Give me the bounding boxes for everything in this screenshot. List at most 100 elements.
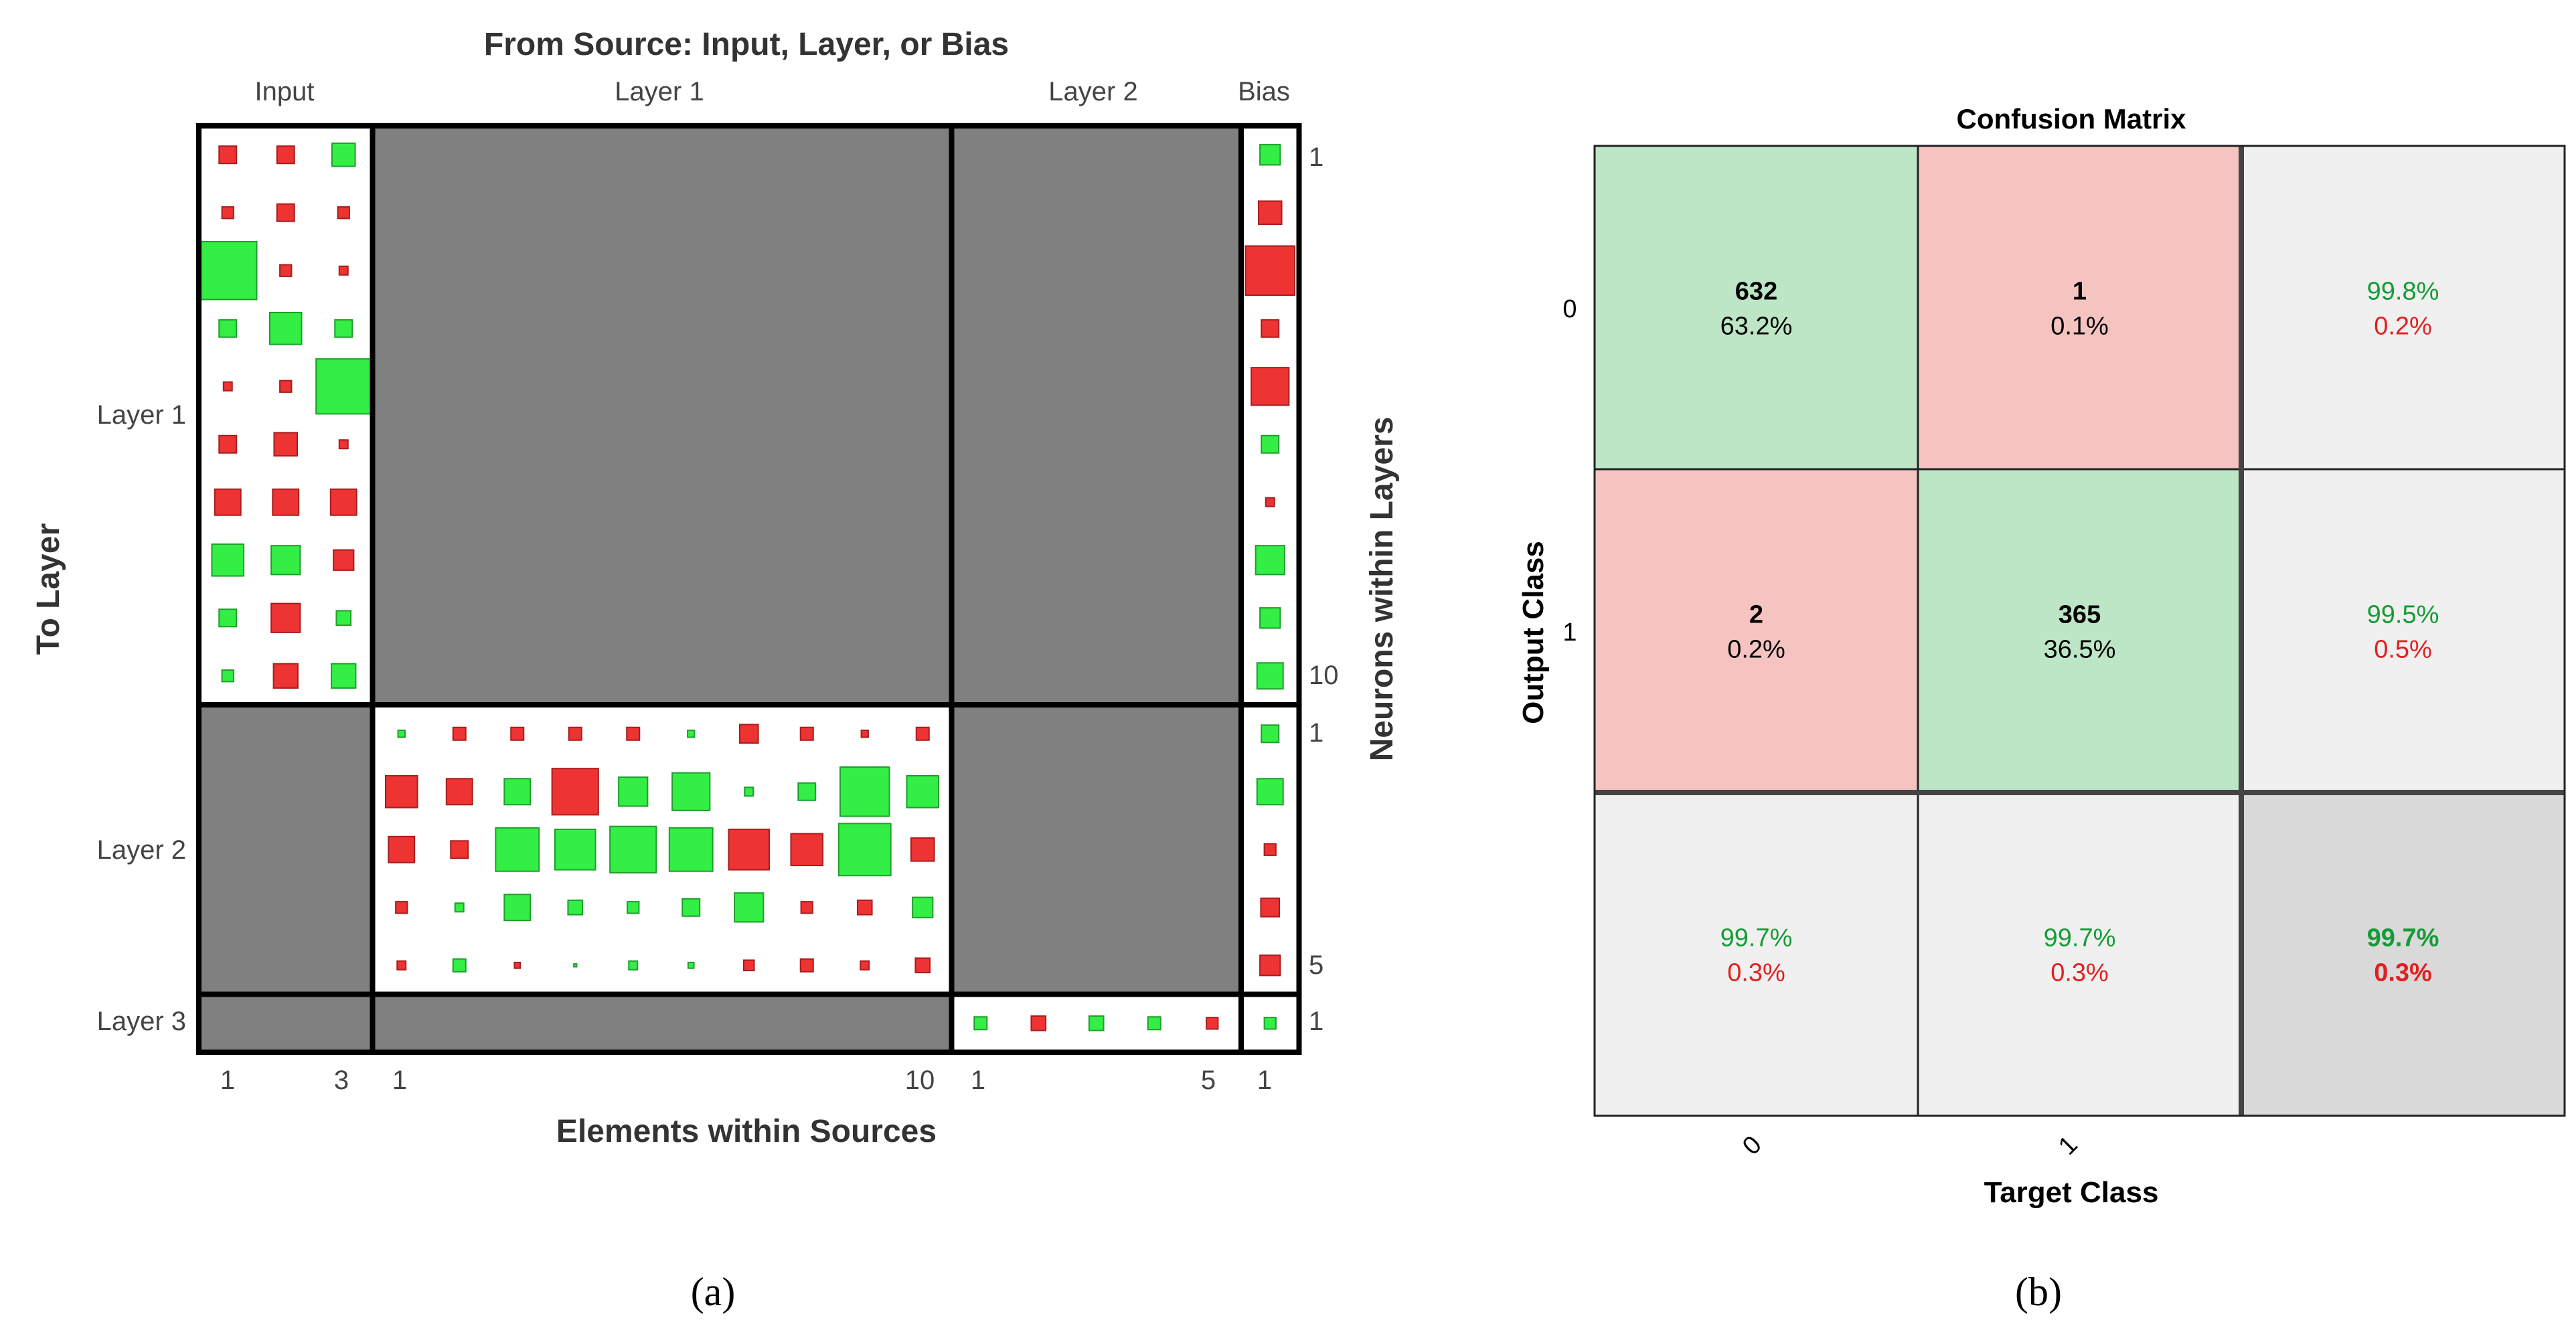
hinton-weight-layer2-bias-4-1: [1260, 897, 1281, 918]
hinton-weight-layer2-layer1-5-7: [742, 959, 755, 972]
source-label-bias: Bias: [1238, 77, 1290, 106]
hinton-weight-layer2-layer1-3-9: [837, 823, 892, 877]
cm-cell-0-1: [1918, 146, 2241, 469]
cm-bad-2-1: 0.3%: [2050, 959, 2109, 987]
hinton-weight-layer1-input-4-3: [334, 319, 353, 338]
hinton-weight-layer1-input-7-2: [272, 488, 300, 516]
cm-count-0-1: 1: [2073, 278, 2087, 306]
hinton-weight-layer2-layer1-3-2: [450, 840, 469, 859]
hinton-weight-layer2-layer1-2-1: [384, 774, 418, 809]
hinton-weight-layer1-input-3-3: [338, 265, 349, 276]
hinton-weight-layer2-layer1-4-6: [681, 898, 701, 917]
hinton-weight-layer1-bias-8-1: [1255, 545, 1285, 576]
hinton-weight-layer2-layer1-1-5: [626, 726, 641, 741]
hinton-weight-layer1-input-7-1: [214, 488, 242, 516]
hinton-weight-layer2-layer1-1-2: [452, 726, 467, 741]
hinton-weight-layer1-bias-2-1: [1257, 200, 1283, 226]
hinton-x-label: Elements within Sources: [556, 1114, 937, 1149]
cm-bad-0-2: 0.2%: [2374, 313, 2432, 341]
hinton-weight-layer1-input-10-1: [221, 669, 234, 683]
hinton-weight-layer1-input-6-3: [338, 439, 349, 450]
hinton-weight-layer2-layer1-5-2: [452, 958, 467, 973]
hinton-weight-layer2-layer1-3-10: [910, 837, 935, 862]
hinton-weight-layer2-layer1-2-7: [744, 786, 754, 797]
source-label-layer1: Layer 1: [615, 77, 704, 106]
hinton-y-label: To Layer: [31, 523, 66, 655]
block-layer2-input: [199, 705, 373, 995]
neuron-tick-layer3: 1: [1309, 1007, 1323, 1036]
cm-cell-2-2: [2241, 793, 2565, 1116]
hinton-weight-layer2-layer1-4-2: [454, 902, 465, 913]
cm-cell-2-1: [1918, 793, 2241, 1116]
neuron-tick-layer1-first: 1: [1309, 143, 1323, 172]
hinton-weight-layer2-bias-2-1: [1256, 778, 1284, 806]
hinton-weight-layer3-layer2-1-2: [1030, 1015, 1047, 1031]
source-tick-layer1-first: 1: [392, 1066, 407, 1095]
hinton-weight-layer1-input-10-2: [272, 663, 299, 689]
source-tick-layer1-last: 10: [905, 1066, 935, 1095]
hinton-weight-layer2-layer1-4-8: [800, 901, 813, 914]
hinton-weight-layer1-input-9-1: [218, 608, 238, 628]
cm-cell-1-0: [1595, 469, 1918, 793]
cm-percent-1-1: 36.5%: [2044, 636, 2116, 664]
source-label-input: Input: [255, 77, 315, 106]
cm-percent-1-0: 0.2%: [1727, 636, 1785, 664]
hinton-weight-layer2-layer1-2-4: [551, 768, 599, 816]
hinton-weight-layer2-layer1-1-1: [397, 730, 406, 738]
hinton-weight-layer1-input-5-3: [315, 358, 372, 415]
hinton-weight-layer3-layer2-1-1: [973, 1016, 988, 1031]
hinton-weight-layer1-input-4-2: [268, 311, 303, 345]
hinton-weight-layer2-layer1-4-1: [395, 901, 408, 914]
hinton-weight-layer3-layer2-1-4: [1147, 1016, 1161, 1031]
source-tick-bias: 1: [1257, 1066, 1272, 1095]
hinton-weight-layer2-layer1-4-5: [627, 901, 640, 914]
hinton-weight-layer1-input-2-1: [221, 206, 234, 220]
cm-good-2-2: 99.7%: [2367, 924, 2439, 952]
hinton-weight-layer2-layer1-2-9: [839, 766, 890, 817]
hinton-weight-layer1-input-1-2: [276, 145, 295, 165]
layer-label-1: Layer 1: [97, 400, 186, 430]
cm-y-label: Output Class: [1517, 541, 1550, 724]
hinton-weight-layer1-input-9-3: [335, 610, 352, 627]
hinton-weight-layer1-input-5-1: [222, 381, 233, 392]
source-label-layer2: Layer 2: [1048, 77, 1137, 106]
hinton-weight-layer2-layer1-5-5: [628, 960, 639, 971]
cm-row-tick-0: 0: [1562, 295, 1577, 323]
cm-cell-0-2: [2241, 146, 2565, 469]
hinton-weight-layer2-layer1-2-5: [618, 776, 649, 807]
layer-label-2: Layer 2: [97, 835, 186, 865]
hinton-weight-layer2-layer1-5-8: [799, 958, 814, 973]
cm-bad-2-2: 0.3%: [2374, 959, 2432, 987]
hinton-weight-layer2-layer1-1-3: [510, 726, 525, 741]
hinton-weight-layer2-layer1-5-9: [860, 960, 870, 971]
hinton-chart: From Source: Input, Layer, or Bias Eleme…: [31, 27, 1400, 1314]
cm-good-0-2: 99.8%: [2367, 278, 2439, 306]
hinton-weight-layer2-layer1-2-8: [797, 782, 817, 801]
cm-percent-0-1: 0.1%: [2050, 313, 2109, 341]
cm-good-1-2: 99.5%: [2367, 601, 2439, 629]
cm-count-1-0: 2: [1749, 601, 1763, 629]
layer-label-3: Layer 3: [97, 1007, 186, 1036]
cm-count-1-1: 365: [2059, 601, 2101, 629]
hinton-weight-layer3-bias-1-1: [1263, 1017, 1277, 1030]
hinton-weight-layer2-layer1-1-7: [738, 724, 759, 744]
hinton-weight-layer2-layer1-3-5: [609, 825, 657, 873]
hinton-weight-layer3-layer2-1-3: [1088, 1015, 1105, 1031]
hinton-weight-layer3-layer2-1-5: [1206, 1017, 1219, 1030]
cm-cell-2-0: [1595, 793, 1918, 1116]
source-tick-layer2-last: 5: [1201, 1066, 1216, 1095]
hinton-weight-layer1-bias-7-1: [1265, 497, 1275, 507]
hinton-weight-layer2-layer1-3-3: [495, 827, 540, 872]
neuron-tick-layer2-last: 5: [1309, 950, 1323, 980]
panel-label-a: (a): [691, 1270, 736, 1314]
source-tick-input-last: 3: [334, 1066, 349, 1095]
hinton-weight-layer2-layer1-4-9: [856, 899, 873, 916]
hinton-frame: [196, 123, 1302, 1055]
hinton-weight-layer2-layer1-1-10: [915, 726, 930, 741]
cm-col-tick-1: 1: [2053, 1131, 2083, 1161]
hinton-weight-layer1-input-2-2: [276, 203, 295, 222]
hinton-weight-layer1-input-1-3: [331, 142, 356, 167]
cm-good-2-1: 99.7%: [2044, 924, 2116, 952]
hinton-weight-layer2-layer1-4-3: [503, 894, 532, 922]
hinton-weight-layer1-input-6-1: [218, 434, 238, 454]
